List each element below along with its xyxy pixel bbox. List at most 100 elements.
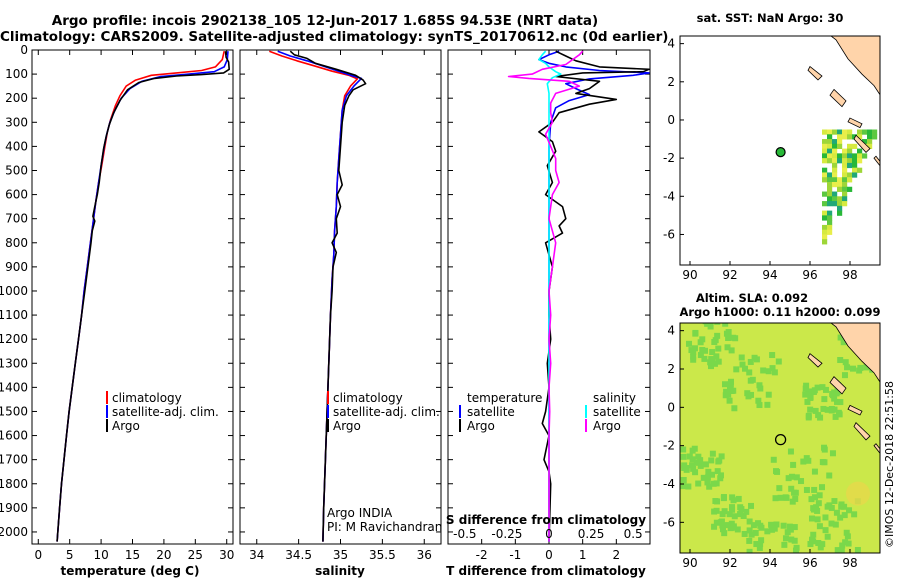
sla-cell	[709, 358, 716, 365]
sla-cell	[819, 384, 826, 391]
sla-cell	[839, 542, 846, 549]
sst-map-cells	[822, 129, 878, 245]
sst-cell	[822, 191, 828, 197]
sla-map-ticks: 90 92 94 96 98 4 2 0 -2 -4 -6	[663, 324, 858, 570]
sla-cell	[883, 369, 889, 375]
sla-cell	[702, 461, 709, 468]
sla-cell	[722, 381, 729, 388]
sla-cell	[756, 544, 763, 551]
sla-cell	[831, 406, 838, 413]
sla-cell	[728, 387, 735, 394]
sla-cell	[729, 506, 736, 513]
series-line-climatology	[269, 50, 359, 542]
sst-cell	[837, 181, 843, 188]
sla-cell	[807, 394, 814, 401]
y-tick-label: 1700	[0, 453, 28, 467]
sla-cell	[771, 525, 778, 532]
y-tick-label: 1100	[0, 308, 28, 322]
sla-cell	[824, 406, 831, 413]
sst-cell	[842, 196, 848, 202]
sla-cell	[680, 476, 687, 483]
sla-cell	[769, 352, 776, 359]
annotation-pi: PI: M Ravichandran	[327, 520, 442, 534]
sla-cell	[744, 390, 751, 397]
sla-map-frame	[679, 322, 881, 554]
sla-cell	[748, 502, 755, 509]
sla-cell	[826, 472, 833, 479]
sst-cell	[852, 172, 858, 178]
legend-label-climatology: climatology	[112, 391, 182, 405]
sla-cell	[841, 512, 848, 519]
sla-map-land	[807, 323, 880, 454]
sst-cell	[847, 153, 853, 159]
sst-cell	[832, 158, 838, 164]
sla-cell	[709, 349, 716, 356]
sla-cell	[851, 511, 858, 518]
sla-cell	[779, 559, 785, 565]
sst-cell	[847, 162, 853, 169]
sla-cell	[781, 541, 788, 548]
sla-cell	[746, 369, 753, 376]
sla-cell	[810, 531, 817, 538]
sst-cell	[852, 134, 858, 140]
sst-cell	[827, 201, 833, 207]
sla-cell	[757, 541, 764, 548]
sst-cell	[837, 153, 843, 159]
sla-cell	[791, 489, 798, 496]
sst-cell	[827, 158, 833, 164]
sst-cell	[872, 134, 878, 140]
sst-map: sat. SST: NaN Argo: 30 90 92 94 96 98 4 2 0 -2 -4…	[663, 11, 881, 282]
sst-cell	[842, 186, 848, 192]
x2-tick-label: 0.25	[578, 527, 605, 541]
land-sumatra	[830, 323, 880, 383]
sst-cell	[832, 162, 838, 169]
sla-cell	[844, 364, 851, 371]
difference-profile-lines	[507, 50, 650, 542]
sst-cell	[837, 201, 843, 207]
sst-cell	[852, 162, 858, 169]
sla-cell	[740, 513, 747, 520]
x-tick-label: -2	[476, 548, 488, 562]
sla-cell	[775, 358, 782, 365]
sla-cell	[834, 398, 841, 405]
sst-cell	[847, 158, 853, 164]
map-y-tick-label: 2	[667, 362, 675, 376]
series-line-climatology	[56, 51, 225, 542]
sla-cell	[693, 459, 700, 466]
sla-cell	[701, 355, 708, 362]
salinity-xlabel: salinity	[315, 564, 365, 578]
sla-cell	[773, 521, 780, 528]
sla-cell	[755, 397, 762, 404]
sla-cell	[752, 529, 759, 536]
sst-cell	[847, 186, 853, 192]
map-y-tick-label: 4	[667, 37, 675, 51]
sla-cell	[829, 450, 836, 457]
x-tick-label: 34	[249, 548, 264, 562]
sla-cell	[828, 520, 835, 527]
map-y-tick-label: 0	[667, 113, 675, 127]
sst-map-land	[807, 36, 880, 167]
sla-cell	[836, 411, 843, 418]
sla-cell	[730, 497, 737, 504]
sla-cell	[717, 472, 724, 479]
sla-cell	[777, 494, 784, 501]
x-tick-label: 34.5	[285, 548, 312, 562]
sst-cell	[827, 215, 833, 221]
legend-label-s-argo: Argo	[593, 419, 621, 433]
land-island	[873, 155, 880, 167]
sla-cell	[783, 494, 790, 501]
sla-cell	[841, 372, 848, 379]
sla-cell	[746, 518, 753, 525]
sla-cell	[690, 349, 697, 356]
salinity-depth-ticks	[240, 49, 441, 533]
sla-cell	[695, 453, 702, 460]
y-tick-label: 800	[5, 236, 28, 250]
sst-cell	[857, 167, 863, 173]
sst-cell	[847, 129, 853, 135]
sla-cell	[690, 353, 697, 360]
map-y-tick-label: -4	[663, 189, 675, 203]
sst-cell	[842, 181, 848, 188]
sla-cell	[814, 516, 821, 523]
sla-cell	[702, 323, 709, 325]
sst-cell	[822, 229, 828, 235]
